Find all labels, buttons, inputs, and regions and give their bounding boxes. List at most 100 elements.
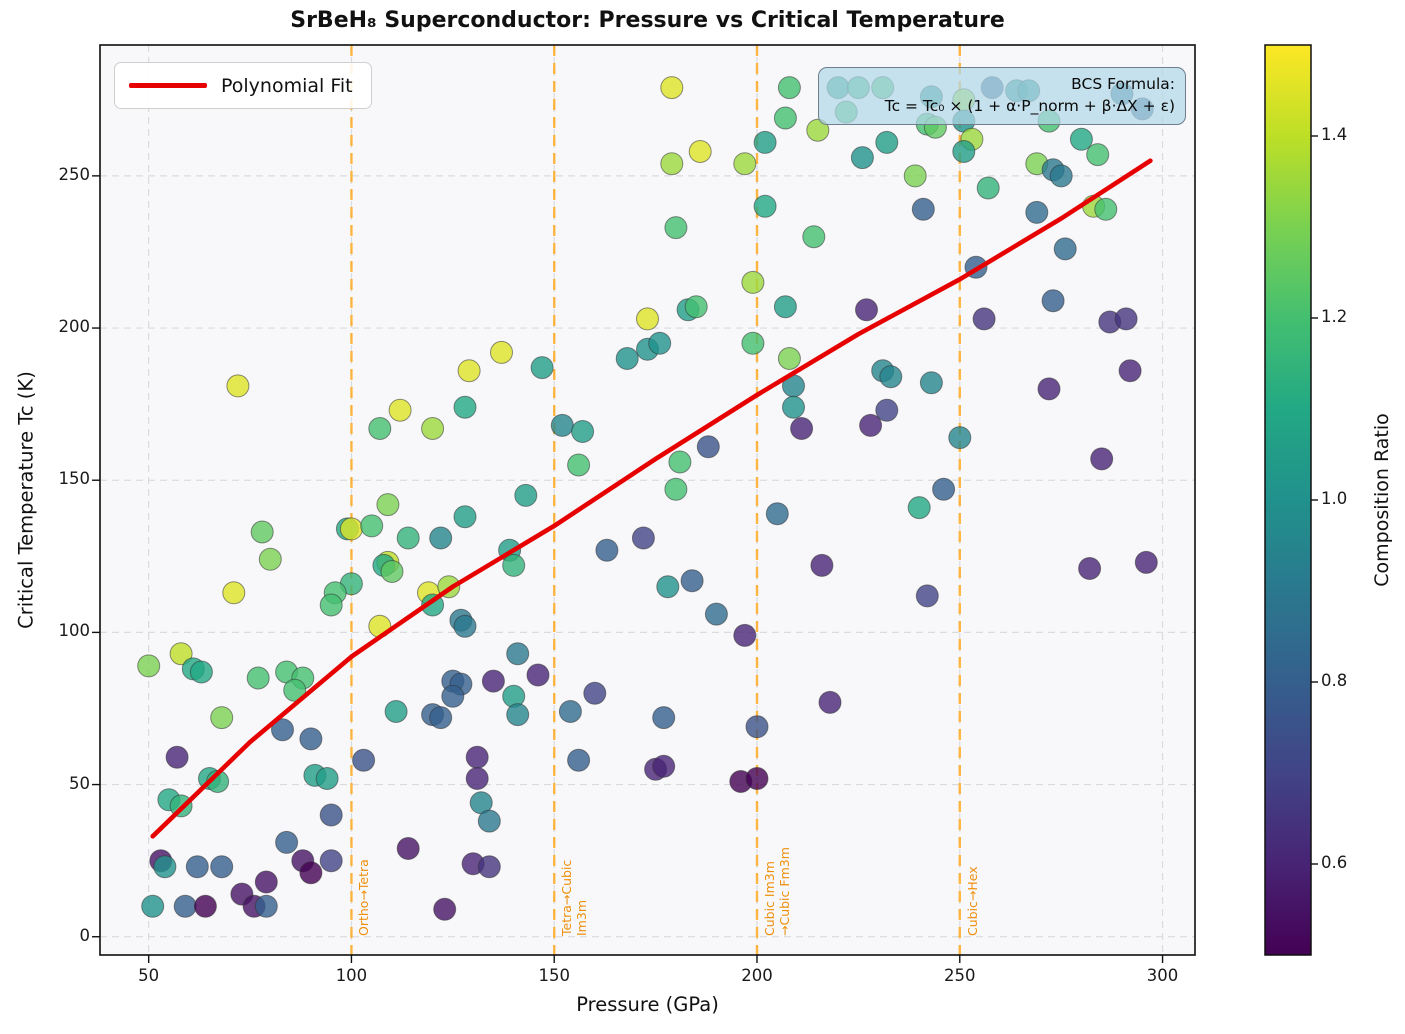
data-point [226, 374, 250, 398]
colorbar [1264, 44, 1312, 956]
data-point [352, 748, 376, 772]
data-point [631, 526, 655, 550]
data-point [733, 152, 757, 176]
data-point [299, 861, 323, 885]
data-point [165, 745, 189, 769]
data-point [615, 347, 639, 370]
data-point [319, 593, 343, 617]
data-point [1086, 143, 1110, 167]
data-point [433, 897, 457, 921]
data-point [514, 483, 538, 507]
data-point [806, 118, 830, 142]
data-point [173, 894, 197, 918]
data-point [765, 502, 789, 526]
data-point [664, 216, 688, 240]
data-point [299, 727, 323, 751]
legend-entry-label: Polynomial Fit [221, 74, 353, 97]
data-point [368, 417, 392, 440]
data-point [567, 453, 591, 477]
data-point [656, 575, 680, 599]
data-point [664, 477, 688, 501]
data-point [254, 894, 278, 918]
data-point [652, 754, 676, 778]
data-point [550, 413, 574, 437]
data-point [429, 706, 453, 730]
data-point [1037, 377, 1061, 401]
data-point [1069, 127, 1093, 151]
data-point [315, 767, 339, 790]
data-point [903, 164, 927, 188]
data-point [275, 830, 299, 854]
bcs-formula-title: BCS Formula: [1071, 75, 1175, 93]
data-point [810, 553, 834, 577]
bcs-formula-equation: Tc = Tc₀ × (1 + α·P_norm + β·ΔX + ε) [884, 97, 1175, 116]
data-point [948, 426, 972, 450]
data-point [189, 660, 213, 684]
data-point [477, 809, 501, 833]
data-point [558, 700, 582, 723]
data-point [790, 417, 814, 440]
data-point [271, 718, 294, 742]
data-point [490, 340, 513, 364]
data-point [384, 700, 408, 723]
data-point [506, 703, 530, 727]
data-point [441, 684, 465, 708]
data-point [802, 225, 826, 249]
data-point [859, 413, 883, 437]
data-point [396, 526, 420, 550]
data-point [1134, 550, 1158, 574]
data-point [1049, 164, 1073, 188]
data-point [660, 152, 684, 176]
polynomial-fit-line [150, 158, 1153, 839]
axes-frame [99, 44, 1196, 956]
data-point [193, 894, 217, 918]
data-point [1094, 197, 1118, 221]
data-point [595, 538, 619, 562]
data-point [1090, 447, 1114, 471]
data-point [636, 307, 659, 331]
data-point [339, 517, 363, 541]
data-point [907, 496, 931, 520]
data-point [530, 356, 554, 380]
data-point [972, 307, 996, 331]
data-point [254, 870, 278, 894]
data-point [879, 365, 903, 389]
data-point [583, 681, 607, 705]
data-point [319, 849, 343, 873]
data-point [222, 581, 246, 605]
data-point [396, 837, 420, 860]
data-point [1025, 200, 1049, 224]
legend: Polynomial Fit [114, 62, 372, 109]
data-point [855, 298, 878, 322]
data-point [1053, 237, 1077, 261]
data-point [1078, 557, 1102, 580]
data-point [745, 715, 769, 739]
data-point [668, 450, 692, 474]
data-point [283, 678, 307, 702]
data-point [506, 642, 530, 666]
data-point [684, 295, 708, 319]
legend-line-swatch [129, 83, 207, 88]
data-point [567, 748, 591, 772]
data-point [777, 347, 801, 370]
colorbar-label: Composition Ratio [1371, 413, 1393, 587]
data-point [850, 146, 874, 170]
data-point [915, 584, 939, 608]
data-point [137, 654, 161, 678]
data-point [360, 514, 384, 538]
data-point [660, 76, 684, 100]
y-axis-label: Critical Temperature Tc (K) [14, 371, 38, 629]
data-point [502, 553, 526, 577]
data-point [153, 855, 177, 879]
data-point [465, 745, 489, 769]
x-axis-label: Pressure (GPa) [576, 993, 719, 1016]
data-point [875, 398, 899, 422]
data-point [741, 270, 765, 294]
data-point [376, 493, 400, 517]
data-point [429, 526, 453, 550]
data-point [648, 331, 672, 355]
bcs-formula-annotation: BCS Formula: Tc = Tc₀ × (1 + α·P_norm + … [818, 67, 1186, 125]
data-point [818, 690, 842, 714]
data-point [919, 371, 943, 395]
